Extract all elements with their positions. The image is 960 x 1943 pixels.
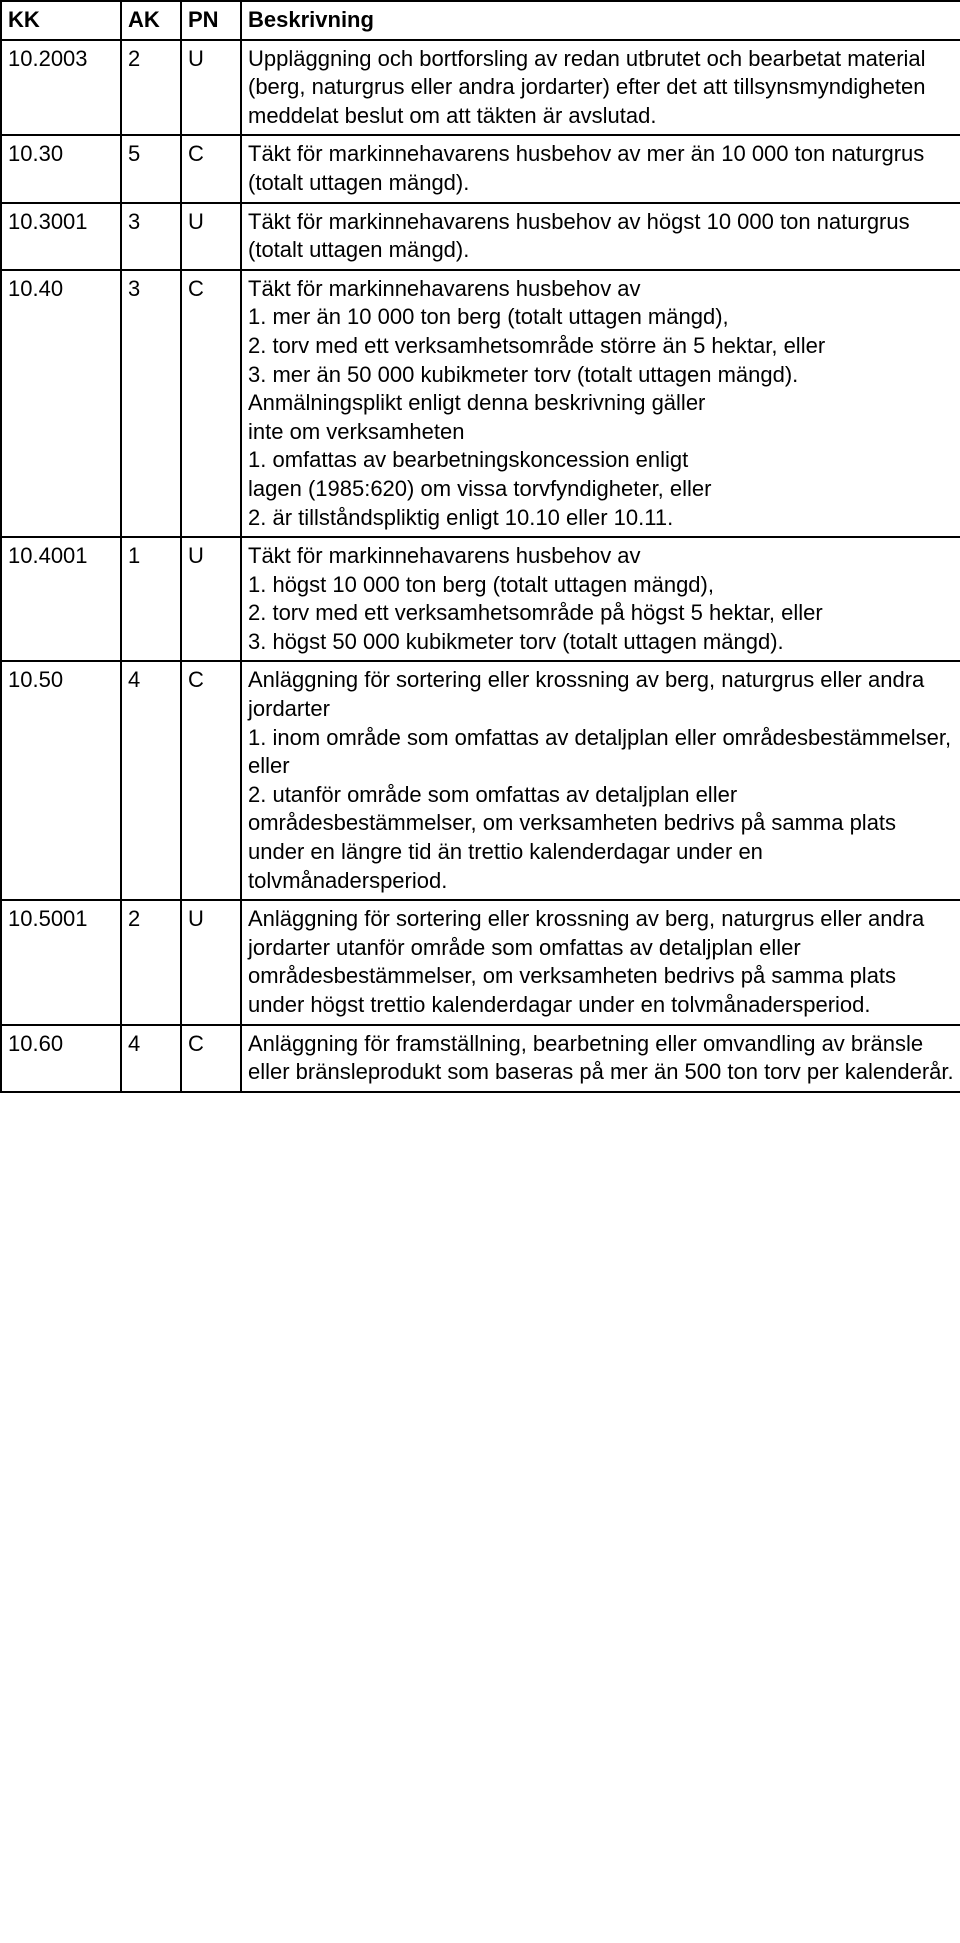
cell-ak: 5 <box>121 135 181 202</box>
table-row: 10.504CAnläggning för sortering eller kr… <box>1 661 960 900</box>
cell-kk: 10.40 <box>1 270 121 537</box>
table-row: 10.50012UAnläggning för sortering eller … <box>1 900 960 1024</box>
cell-ak: 1 <box>121 537 181 661</box>
cell-kk: 10.5001 <box>1 900 121 1024</box>
cell-ak: 3 <box>121 270 181 537</box>
col-header-ak: AK <box>121 1 181 40</box>
cell-pn: U <box>181 900 241 1024</box>
cell-kk: 10.2003 <box>1 40 121 136</box>
cell-pn: U <box>181 40 241 136</box>
table-header-row: KK AK PN Beskrivning <box>1 1 960 40</box>
data-table: KK AK PN Beskrivning 10.20032UUppläggnin… <box>0 0 960 1093</box>
cell-beskrivning: Anläggning för sortering eller krossning… <box>241 900 960 1024</box>
cell-beskrivning: Anläggning för sortering eller krossning… <box>241 661 960 900</box>
cell-beskrivning: Täkt för markinnehavarens husbehov av 1.… <box>241 270 960 537</box>
cell-ak: 2 <box>121 40 181 136</box>
cell-pn: C <box>181 270 241 537</box>
cell-ak: 4 <box>121 661 181 900</box>
cell-ak: 3 <box>121 203 181 270</box>
table-row: 10.403CTäkt för markinnehavarens husbeho… <box>1 270 960 537</box>
cell-beskrivning: Täkt för markinnehavarens husbehov av me… <box>241 135 960 202</box>
cell-ak: 4 <box>121 1025 181 1092</box>
cell-beskrivning: Anläggning för framställning, bearbetnin… <box>241 1025 960 1092</box>
col-header-beskrivning: Beskrivning <box>241 1 960 40</box>
cell-pn: U <box>181 203 241 270</box>
table-row: 10.40011UTäkt för markinnehavarens husbe… <box>1 537 960 661</box>
cell-pn: C <box>181 661 241 900</box>
cell-pn: C <box>181 1025 241 1092</box>
cell-ak: 2 <box>121 900 181 1024</box>
cell-beskrivning: Täkt för markinnehavarens husbehov av 1.… <box>241 537 960 661</box>
cell-beskrivning: Uppläggning och bortforsling av redan ut… <box>241 40 960 136</box>
cell-kk: 10.4001 <box>1 537 121 661</box>
cell-beskrivning: Täkt för markinnehavarens husbehov av hö… <box>241 203 960 270</box>
cell-kk: 10.50 <box>1 661 121 900</box>
cell-kk: 10.3001 <box>1 203 121 270</box>
table-row: 10.30013UTäkt för markinnehavarens husbe… <box>1 203 960 270</box>
table-row: 10.305CTäkt för markinnehavarens husbeho… <box>1 135 960 202</box>
cell-pn: U <box>181 537 241 661</box>
table-row: 10.604CAnläggning för framställning, bea… <box>1 1025 960 1092</box>
col-header-kk: KK <box>1 1 121 40</box>
cell-pn: C <box>181 135 241 202</box>
cell-kk: 10.30 <box>1 135 121 202</box>
table-row: 10.20032UUppläggning och bortforsling av… <box>1 40 960 136</box>
col-header-pn: PN <box>181 1 241 40</box>
cell-kk: 10.60 <box>1 1025 121 1092</box>
